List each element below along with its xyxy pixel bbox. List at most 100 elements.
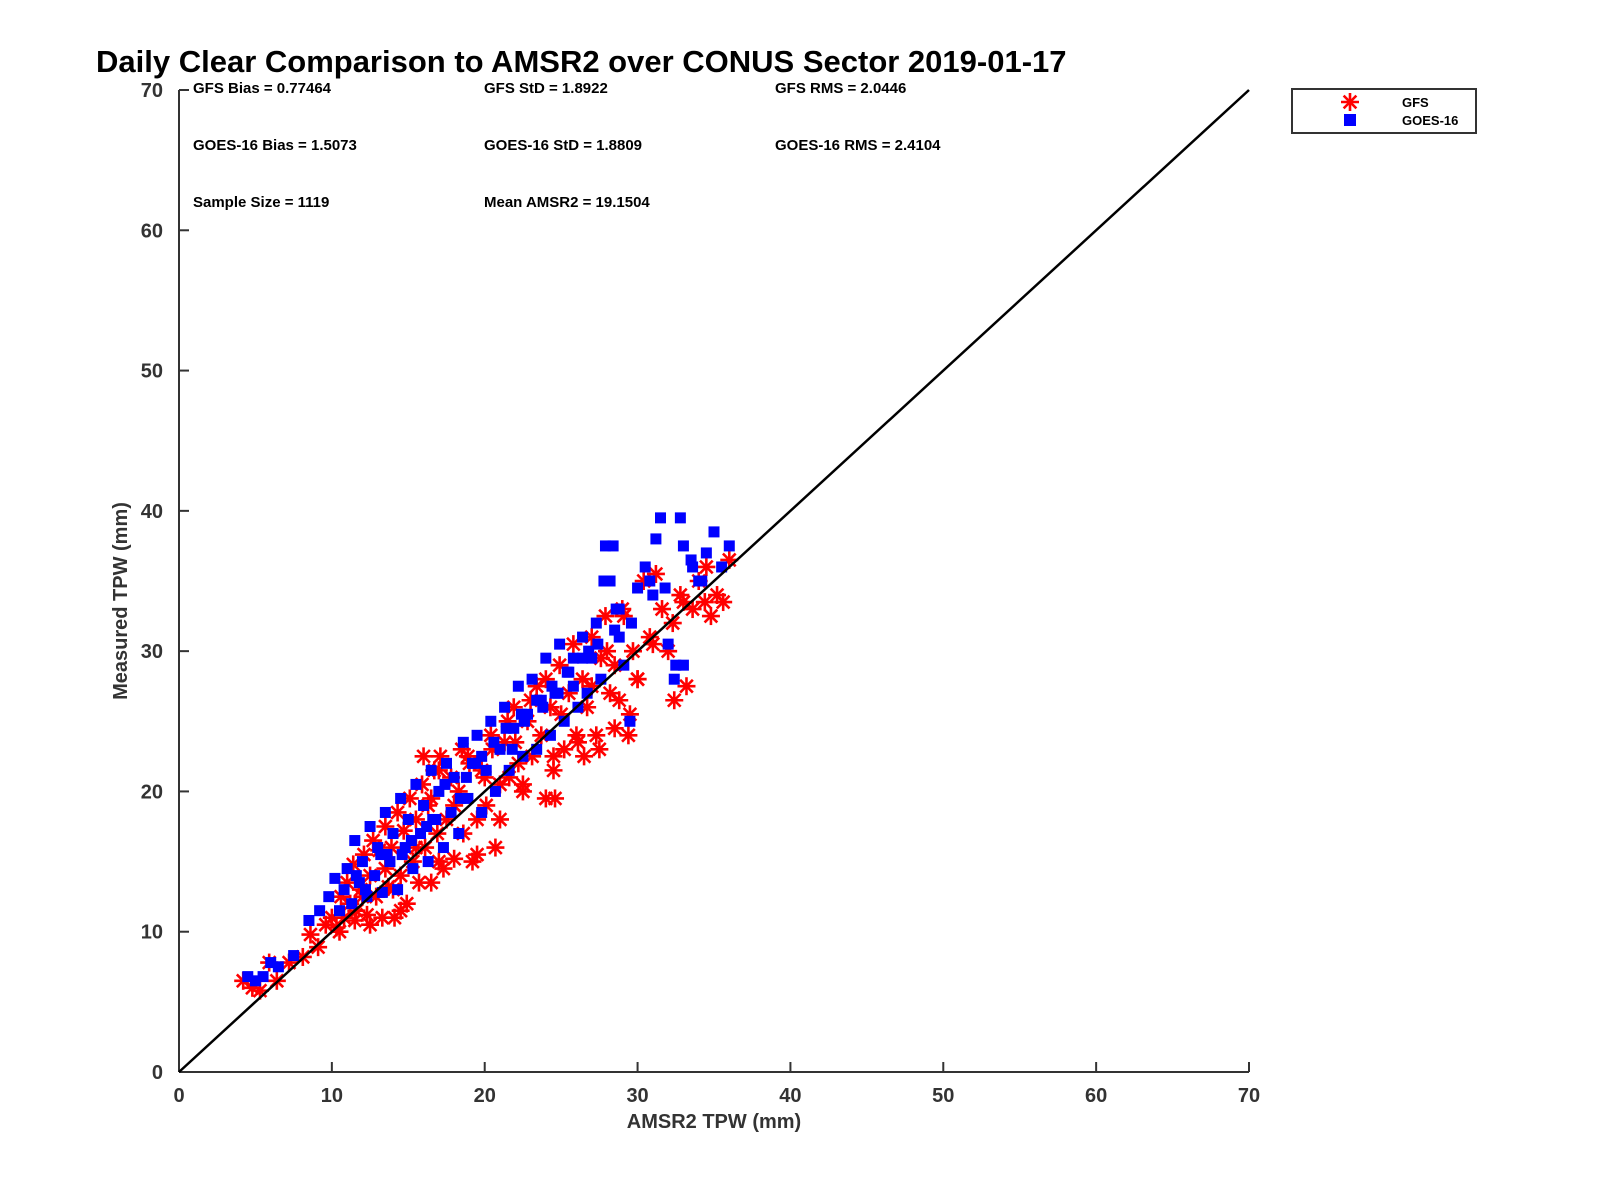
goes16-point [723, 540, 735, 552]
gfs-point [598, 642, 616, 661]
goes16-point [598, 575, 610, 587]
goes16-point [518, 715, 530, 727]
goes16-point [687, 561, 699, 573]
stat-goes-rms: GOES-16 RMS = 2.4104 [775, 137, 941, 154]
goes16-point [364, 821, 376, 832]
goes16-point [499, 701, 511, 713]
one-to-one-reference-line [178, 89, 1250, 1073]
legend-box [1291, 88, 1477, 134]
goes16-point [462, 792, 474, 804]
x-tick-label: 70 [1238, 1085, 1260, 1107]
goes16-point [662, 638, 674, 650]
goes16-point [674, 512, 686, 524]
goes16-point [515, 708, 527, 720]
goes16-point [512, 680, 524, 692]
goes16-point [399, 842, 411, 854]
goes16-point [402, 813, 414, 825]
gfs-point [628, 670, 647, 689]
goes16-point [531, 694, 543, 706]
goes16-point [609, 624, 621, 636]
goes16-point [341, 863, 353, 875]
gfs-point [345, 911, 364, 930]
gfs-point [388, 803, 407, 822]
goes16-point [540, 652, 552, 664]
gfs-point [605, 719, 624, 738]
goes16-point [396, 849, 408, 861]
goes16-point [708, 526, 720, 538]
legend: GFS GOES-16 [1291, 88, 1477, 134]
x-axis-label: AMSR2 TPW (mm) [627, 1111, 801, 1133]
y-tick-label: 60 [141, 220, 163, 242]
gfs-point [391, 901, 410, 920]
goes16-point [592, 638, 604, 650]
goes16-point [677, 540, 689, 552]
goes16-point [567, 680, 579, 692]
goes16-point [323, 891, 335, 903]
goes16-point [567, 652, 579, 664]
goes16-point [471, 729, 483, 741]
y-tick-label: 30 [141, 641, 163, 663]
goes16-point [650, 533, 662, 545]
goes16-point [489, 785, 501, 797]
goes16-point [696, 575, 708, 587]
goes16-point [433, 785, 445, 797]
goes16-point [392, 884, 404, 896]
goes16-point [607, 540, 619, 552]
x-tick-label: 0 [173, 1085, 184, 1107]
x-tick-label: 40 [779, 1085, 801, 1107]
goes16-point [599, 540, 611, 552]
gfs-point [587, 726, 606, 745]
goes16-point [460, 771, 472, 783]
goes16-point [384, 856, 396, 868]
stat-mean-amsr2: Mean AMSR2 = 19.1504 [484, 194, 650, 211]
gfs-point [619, 726, 638, 745]
goes16-point [441, 757, 452, 769]
gfs-point [301, 925, 320, 944]
plot-area [178, 90, 1249, 1073]
stat-goes-bias: GOES-16 Bias = 1.5073 [193, 137, 357, 154]
goes16-point [418, 799, 430, 811]
goes16-point [494, 743, 506, 755]
goes16-point [670, 659, 682, 671]
goes16-point [552, 687, 564, 699]
legend-gfs-marker [1341, 93, 1359, 111]
y-tick-label: 40 [141, 501, 163, 523]
goes16-point [346, 898, 358, 910]
goes16-point [448, 771, 460, 783]
goes16-point [677, 659, 689, 671]
goes16-point [265, 957, 277, 969]
goes16-point [425, 764, 437, 776]
y-tick-label: 10 [141, 922, 163, 944]
goes16-point [427, 813, 439, 825]
gfs-point [601, 684, 620, 703]
goes16-point [381, 849, 393, 861]
gfs-point [610, 691, 629, 710]
legend-gfs-asterisk [1341, 93, 1359, 111]
goes16-point [522, 708, 534, 720]
y-axis-label: Measured TPW (mm) [110, 502, 132, 700]
gfs-point [695, 593, 714, 612]
goes16-point [655, 512, 666, 524]
goes16-point [314, 905, 326, 917]
gfs-point [714, 593, 733, 612]
goes16-point [361, 891, 373, 903]
goes16-point [272, 961, 284, 973]
gfs-point [414, 747, 433, 766]
goes16-point [376, 886, 388, 898]
gfs-point [486, 838, 505, 857]
goes16-point [586, 652, 598, 664]
gfs-point [546, 789, 565, 808]
goes16-point [405, 835, 417, 847]
stat-goes-std: GOES-16 StD = 1.8809 [484, 137, 642, 154]
goes16-point [610, 603, 622, 615]
goes16-point [476, 750, 488, 762]
goes16-point [454, 792, 466, 804]
goes16-point [577, 652, 589, 664]
x-tick-label: 50 [932, 1085, 954, 1107]
goes16-point [558, 715, 570, 727]
goes16-point [457, 736, 469, 748]
goes16-point [329, 872, 341, 884]
gfs-point [701, 607, 720, 626]
goes16-point [422, 856, 434, 868]
